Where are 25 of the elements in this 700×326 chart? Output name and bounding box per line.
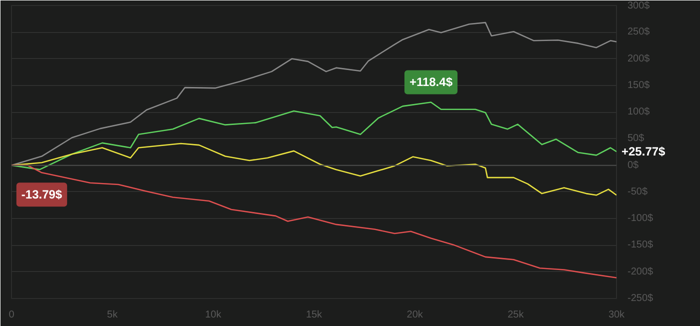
y-tick-label: 300$ (628, 0, 650, 12)
x-tick-label: 15k (306, 310, 324, 320)
y-tick-label: -200$ (628, 266, 654, 278)
x-tick-label: 20k (406, 310, 424, 320)
line-series (12, 102, 616, 170)
annotation: +118.4$ (409, 75, 453, 90)
annotation: -13.79$ (21, 188, 62, 202)
y-tick-label: 250$ (628, 26, 650, 38)
annotation: +25.77$ (622, 144, 666, 159)
x-tick-label: 10k (205, 310, 222, 320)
y-tick-label: -150$ (628, 240, 654, 251)
line-series (12, 164, 616, 278)
x-tick-label: 30k (608, 310, 626, 320)
y-tick-label: 100$ (628, 106, 650, 118)
x-tick-label: 0 (8, 310, 15, 320)
x-tick-label: 25k (508, 310, 525, 320)
y-tick-label: -50$ (628, 186, 648, 198)
y-tick-label: -100$ (628, 213, 654, 224)
y-tick-label: -250$ (628, 293, 654, 304)
y-tick-label: 0$ (628, 160, 640, 171)
line-series (12, 22, 616, 166)
x-tick-label: 5k (107, 310, 119, 320)
y-tick-label: 150$ (628, 80, 650, 91)
y-tick-label: 200$ (628, 53, 650, 64)
y-tick-label: 50$ (628, 133, 645, 144)
